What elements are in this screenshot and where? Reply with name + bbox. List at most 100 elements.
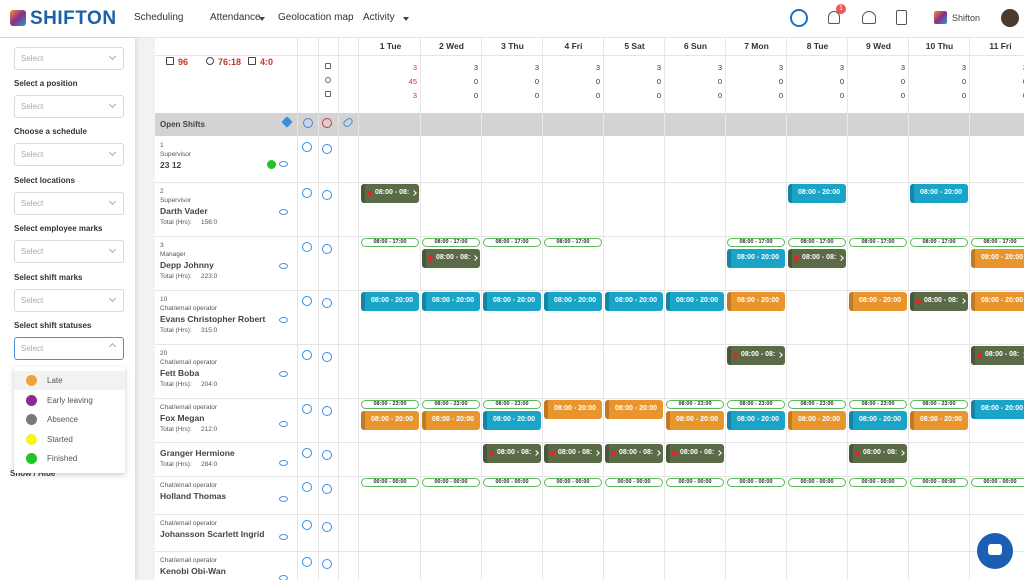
eye-icon[interactable] — [279, 421, 288, 427]
shift-outline[interactable]: 00:00 - 00:00 — [605, 478, 663, 487]
shift-card[interactable]: 08:00 - 08: — [910, 292, 968, 311]
menu-item[interactable]: Scheduling — [134, 12, 184, 23]
shift-outline[interactable]: 08:00 - 23:00 — [666, 400, 724, 409]
add-shift-icon[interactable] — [302, 520, 312, 530]
add-shift-icon[interactable] — [302, 188, 312, 198]
shift-card[interactable]: 08:00 - 20:00 — [849, 411, 907, 430]
shift-outline[interactable]: 00:00 - 00:00 — [727, 478, 785, 487]
shift-card[interactable]: 08:00 - 20:00 — [544, 292, 602, 311]
shift-outline[interactable]: 00:00 - 00:00 — [666, 478, 724, 487]
shift-outline[interactable]: 08:00 - 17:00 — [849, 238, 907, 247]
add-shift-icon[interactable] — [302, 557, 312, 567]
employee-name[interactable]: Evans Christopher Robert — [160, 314, 266, 324]
eye-icon[interactable] — [279, 460, 288, 466]
eye-icon[interactable] — [279, 533, 288, 540]
employee-name[interactable]: Fox Megan — [160, 413, 205, 423]
shift-outline[interactable]: 08:00 - 23:00 — [483, 400, 541, 409]
employee-name[interactable]: 23 12 — [160, 160, 182, 170]
add-shift-icon[interactable] — [302, 242, 312, 252]
add-shift-icon[interactable] — [302, 404, 312, 414]
shift-card[interactable]: 08:00 - 20:00 — [971, 400, 1024, 419]
select-input[interactable]: Select — [14, 337, 124, 360]
eye-icon[interactable] — [279, 161, 288, 167]
info-icon[interactable] — [322, 484, 332, 494]
shift-outline[interactable]: 08:00 - 17:00 — [910, 238, 968, 247]
shift-card[interactable]: 08:00 - 20:00 — [727, 292, 785, 311]
shift-outline[interactable]: 08:00 - 23:00 — [727, 400, 785, 409]
select-input[interactable]: Select — [14, 47, 124, 70]
shift-card[interactable]: 08:00 - 08: — [483, 444, 541, 463]
shift-card[interactable]: 08:00 - 20:00 — [361, 292, 419, 311]
shift-outline[interactable]: 08:00 - 23:00 — [361, 400, 419, 409]
info-icon[interactable] — [322, 190, 332, 200]
add-shift-icon[interactable] — [302, 448, 312, 458]
employee-name[interactable]: Holland Thomas — [160, 491, 227, 501]
shift-card[interactable]: 08:00 - 20:00 — [605, 400, 663, 419]
shift-card[interactable]: 08:00 - 08: — [727, 346, 785, 365]
select-input[interactable]: Select — [14, 289, 124, 312]
add-shift-icon[interactable] — [302, 482, 312, 492]
shift-card[interactable]: 08:00 - 08: — [605, 444, 663, 463]
eye-icon[interactable] — [279, 371, 288, 377]
shift-outline[interactable]: 00:00 - 00:00 — [788, 478, 846, 487]
info-icon[interactable] — [322, 450, 332, 460]
add-shift-icon[interactable] — [302, 350, 312, 360]
shift-outline[interactable]: 08:00 - 23:00 — [849, 400, 907, 409]
shift-outline[interactable]: 08:00 - 23:00 — [910, 400, 968, 409]
shift-outline[interactable]: 00:00 - 00:00 — [910, 478, 968, 487]
info-icon[interactable] — [322, 522, 332, 532]
shift-card[interactable]: 08:00 - 20:00 — [544, 400, 602, 419]
shift-outline[interactable]: 08:00 - 17:00 — [727, 238, 785, 247]
shift-card[interactable]: 08:00 - 08: — [666, 444, 724, 463]
shift-outline[interactable]: 00:00 - 00:00 — [544, 478, 602, 487]
status-option[interactable]: Late — [14, 371, 125, 390]
shift-card[interactable]: 08:00 - 20:00 — [971, 292, 1024, 311]
shift-card[interactable]: 08:00 - 20:00 — [727, 411, 785, 430]
shift-outline[interactable]: 08:00 - 17:00 — [971, 238, 1024, 247]
menu-item[interactable]: Attendance — [210, 12, 261, 23]
shift-card[interactable]: 08:00 - 20:00 — [666, 411, 724, 430]
eye-icon[interactable] — [279, 209, 288, 215]
status-option[interactable]: Started — [14, 430, 125, 449]
clipboard-icon[interactable] — [896, 10, 907, 25]
shift-card[interactable]: 08:00 - 20:00 — [727, 249, 785, 268]
eye-icon[interactable] — [279, 575, 288, 580]
shift-outline[interactable]: 08:00 - 23:00 — [788, 400, 846, 409]
shift-outline[interactable]: 00:00 - 00:00 — [971, 478, 1024, 487]
employee-name[interactable]: Johansson Scarlett Ingrid — [160, 529, 265, 539]
shift-card[interactable]: 08:00 - 08: — [361, 184, 419, 203]
bell-icon[interactable] — [828, 11, 840, 24]
status-option[interactable]: Finished — [14, 449, 125, 468]
add-shift-icon[interactable] — [302, 296, 312, 306]
status-option[interactable]: Early leaving — [14, 391, 125, 410]
users-icon[interactable] — [862, 11, 876, 24]
shift-card[interactable]: 08:00 - 08: — [849, 444, 907, 463]
shift-card[interactable]: 08:00 - 20:00 — [971, 249, 1024, 268]
shift-card[interactable]: 08:00 - 20:00 — [483, 411, 541, 430]
shift-card[interactable]: 08:00 - 20:00 — [422, 411, 480, 430]
shift-card[interactable]: 08:00 - 20:00 — [605, 292, 663, 311]
shift-outline[interactable]: 08:00 - 17:00 — [361, 238, 419, 247]
shift-card[interactable]: 08:00 - 08: — [971, 346, 1024, 365]
status-option[interactable]: Absence — [14, 410, 125, 429]
shift-outline[interactable]: 08:00 - 17:00 — [788, 238, 846, 247]
shift-card[interactable]: 08:00 - 08: — [544, 444, 602, 463]
shift-outline[interactable]: 00:00 - 00:00 — [483, 478, 541, 487]
menu-item[interactable]: Activity — [363, 12, 395, 23]
shift-card[interactable]: 08:00 - 20:00 — [361, 411, 419, 430]
avatar[interactable] — [1001, 9, 1019, 27]
eye-icon[interactable] — [279, 263, 288, 269]
select-input[interactable]: Select — [14, 240, 124, 263]
employee-name[interactable]: Kenobi Obi-Wan — [160, 566, 226, 576]
shift-outline[interactable]: 00:00 - 00:00 — [422, 478, 480, 487]
select-input[interactable]: Select — [14, 143, 124, 166]
add-shift-icon[interactable] — [302, 142, 312, 152]
shift-outline[interactable]: 00:00 - 00:00 — [849, 478, 907, 487]
info-icon[interactable] — [322, 406, 332, 416]
employee-name[interactable]: Darth Vader — [160, 206, 208, 216]
shift-card[interactable]: 08:00 - 20:00 — [788, 184, 846, 203]
shift-card[interactable]: 08:00 - 20:00 — [483, 292, 541, 311]
employee-name[interactable]: Fett Boba — [160, 368, 200, 378]
eye-icon[interactable] — [279, 317, 288, 323]
shift-outline[interactable]: 08:00 - 17:00 — [544, 238, 602, 247]
